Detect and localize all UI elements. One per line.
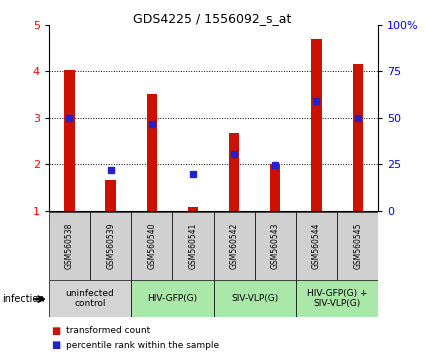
- Text: ■: ■: [51, 340, 60, 350]
- Text: SIV-VLP(G): SIV-VLP(G): [231, 294, 278, 303]
- Text: GSM560544: GSM560544: [312, 223, 321, 269]
- Text: HIV-GFP(G) +
SIV-VLP(G): HIV-GFP(G) + SIV-VLP(G): [307, 289, 367, 308]
- Text: GSM560540: GSM560540: [147, 223, 156, 269]
- FancyBboxPatch shape: [255, 212, 296, 280]
- Bar: [229, 132, 239, 211]
- FancyBboxPatch shape: [131, 280, 213, 317]
- Bar: [188, 207, 198, 211]
- FancyBboxPatch shape: [213, 280, 296, 317]
- Text: infection: infection: [2, 294, 45, 304]
- Text: GSM560539: GSM560539: [106, 223, 115, 269]
- Text: GSM560545: GSM560545: [353, 223, 362, 269]
- Text: HIV-GFP(G): HIV-GFP(G): [147, 294, 198, 303]
- Text: percentile rank within the sample: percentile rank within the sample: [66, 341, 219, 350]
- FancyBboxPatch shape: [296, 280, 378, 317]
- FancyBboxPatch shape: [173, 212, 213, 280]
- Text: ■: ■: [51, 326, 60, 336]
- FancyBboxPatch shape: [337, 212, 378, 280]
- Text: GSM560543: GSM560543: [271, 223, 280, 269]
- Text: GSM560541: GSM560541: [188, 223, 198, 269]
- Bar: [312, 39, 322, 211]
- FancyBboxPatch shape: [296, 212, 337, 280]
- Text: GSM560542: GSM560542: [230, 223, 239, 269]
- Bar: [64, 70, 75, 211]
- FancyBboxPatch shape: [213, 212, 255, 280]
- Bar: [270, 164, 280, 211]
- FancyBboxPatch shape: [131, 212, 173, 280]
- FancyBboxPatch shape: [49, 212, 90, 280]
- Text: GSM560538: GSM560538: [65, 223, 74, 269]
- Bar: [147, 95, 157, 211]
- FancyBboxPatch shape: [90, 212, 131, 280]
- FancyBboxPatch shape: [49, 280, 131, 317]
- Text: transformed count: transformed count: [66, 326, 150, 336]
- Text: uninfected
control: uninfected control: [66, 289, 114, 308]
- Bar: [105, 181, 116, 211]
- Bar: [352, 64, 363, 211]
- Text: GDS4225 / 1556092_s_at: GDS4225 / 1556092_s_at: [133, 12, 292, 25]
